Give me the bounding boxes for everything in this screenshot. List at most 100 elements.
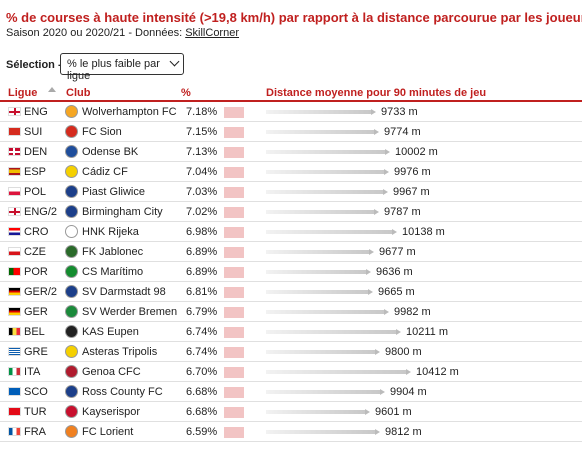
club-name: FC Sion [82,126,122,138]
pct-value: 6.68% [186,386,218,398]
piast-crest-icon [65,185,78,198]
flag-cro-icon [8,227,21,236]
distance-value: 10002 m [395,146,438,158]
subtitle-text: Saison 2020 ou 2020/21 - Données: [6,27,186,39]
sort-up-icon[interactable] [48,87,56,92]
league-code: GER [24,306,48,318]
distance-bar-arrow-icon [375,429,380,435]
table-row[interactable]: SCO Ross County FC 6.68% 9904 m [0,382,582,402]
distance-bar [266,130,374,134]
distance-bar-arrow-icon [366,269,371,275]
club-name: Asteras Tripolis [82,346,158,358]
distance-bar-arrow-icon [375,349,380,355]
pct-value: 7.03% [186,186,218,198]
distance-bar-arrow-icon [384,169,389,175]
league-code: POR [24,266,48,278]
table-row[interactable]: TUR Kayserispor 6.68% 9601 m [0,402,582,422]
kayserispor-crest-icon [65,405,78,418]
league-code: CRO [24,226,49,238]
table-row[interactable]: POR CS Marítimo 6.89% 9636 m [0,262,582,282]
flag-pol-icon [8,187,21,196]
pct-bar [224,367,244,378]
lorient-crest-icon [65,425,78,438]
distance-bar-arrow-icon [380,389,385,395]
distance-bar [266,330,396,334]
pct-bar [224,147,244,158]
flag-esp-icon [8,167,21,176]
table-row[interactable]: ENG/2 Birmingham City 7.02% 9787 m [0,202,582,222]
league-code: GER/2 [24,286,58,298]
rijeka-crest-icon [65,225,78,238]
flag-eng-icon [8,207,21,216]
distance-bar [266,230,392,234]
pct-bar [224,267,244,278]
distance-bar [266,150,385,154]
table-row[interactable]: ESP Cádiz CF 7.04% 9976 m [0,162,582,182]
flag-ger-icon [8,287,21,296]
source-link[interactable]: SkillCorner [185,27,239,39]
wolverhampton-crest-icon [65,105,78,118]
table-row[interactable]: GER/2 SV Darmstadt 98 6.81% 9665 m [0,282,582,302]
maritimo-crest-icon [65,265,78,278]
table-row[interactable]: GER SV Werder Bremen 6.79% 9982 m [0,302,582,322]
club-name: Piast Gliwice [82,186,145,198]
pct-value: 6.74% [186,346,218,358]
table-row[interactable]: GRE Asteras Tripolis 6.74% 9800 m [0,342,582,362]
selection-dropdown[interactable]: % le plus faible par ligue [60,53,184,82]
pct-value: 7.04% [186,166,218,178]
pct-value: 7.13% [186,146,218,158]
odense-crest-icon [65,145,78,158]
page-subtitle: Saison 2020 ou 2020/21 - Données: SkillC… [6,27,239,39]
table-row[interactable]: BEL KAS Eupen 6.74% 10211 m [0,322,582,342]
pct-value: 6.81% [186,286,218,298]
pct-bar [224,347,244,358]
pct-bar [224,187,244,198]
distance-value: 9774 m [384,126,421,138]
pct-bar [224,307,244,318]
distance-bar [266,370,406,374]
distance-bar-arrow-icon [396,329,401,335]
table-row[interactable]: SUI FC Sion 7.15% 9774 m [0,122,582,142]
fc-sion-crest-icon [65,125,78,138]
pct-value: 6.79% [186,306,218,318]
table-row[interactable]: CZE FK Jablonec 6.89% 9677 m [0,242,582,262]
table-row[interactable]: CRO HNK Rijeka 6.98% 10138 m [0,222,582,242]
distance-bar-arrow-icon [371,109,376,115]
flag-eng-icon [8,107,21,116]
pct-bar [224,107,244,118]
darmstadt-crest-icon [65,285,78,298]
flag-fra-icon [8,427,21,436]
distance-bar-arrow-icon [368,289,373,295]
column-header-club[interactable]: Club [66,87,91,99]
pct-bar [224,387,244,398]
club-name: CS Marítimo [82,266,144,278]
distance-bar-arrow-icon [374,129,379,135]
league-code: ENG [24,106,48,118]
distance-bar-arrow-icon [384,309,389,315]
distance-bar [266,110,371,114]
table-row[interactable]: DEN Odense BK 7.13% 10002 m [0,142,582,162]
distance-bar [266,350,375,354]
club-name: FK Jablonec [82,246,144,258]
distance-bar-arrow-icon [383,189,388,195]
league-code: ENG/2 [24,206,58,218]
flag-den-icon [8,147,21,156]
chevron-down-icon [169,56,180,67]
distance-value: 9967 m [393,186,430,198]
league-code: SCO [24,386,48,398]
ross-county-crest-icon [65,385,78,398]
page-title: % de courses à haute intensité (>19,8 km… [6,10,582,25]
column-header-pct[interactable]: % [181,87,191,99]
table-row[interactable]: ENG Wolverhampton FC 7.18% 9733 m [0,102,582,122]
column-header-league[interactable]: Ligue [8,87,38,99]
table-row[interactable]: POL Piast Gliwice 7.03% 9967 m [0,182,582,202]
flag-sco-icon [8,387,21,396]
league-code: CZE [24,246,46,258]
distance-bar [266,170,384,174]
column-header-distance[interactable]: Distance moyenne pour 90 minutes de jeu [266,87,487,99]
table-row[interactable]: FRA FC Lorient 6.59% 9812 m [0,422,582,442]
distance-bar [266,430,375,434]
table-row[interactable]: ITA Genoa CFC 6.70% 10412 m [0,362,582,382]
selection-value: % le plus faible par ligue [67,58,160,82]
pct-value: 6.98% [186,226,218,238]
